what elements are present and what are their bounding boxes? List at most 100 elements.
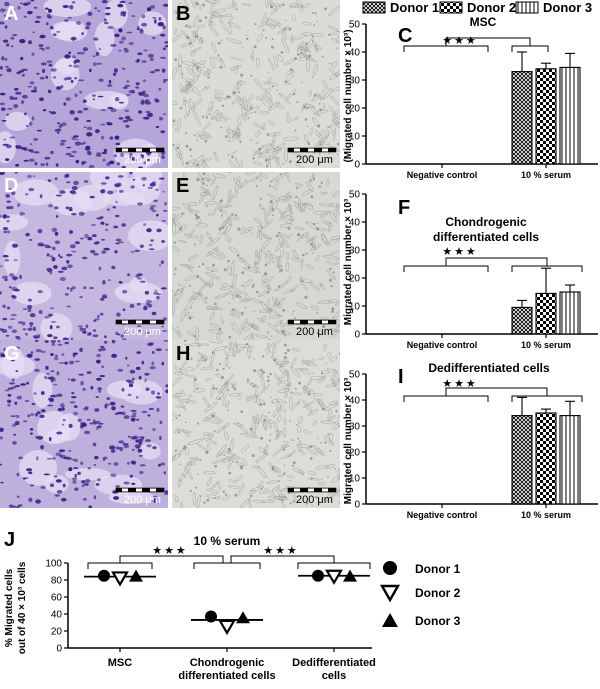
stained-cell xyxy=(48,204,54,208)
stained-cell xyxy=(139,470,144,475)
membrane-pore xyxy=(326,222,334,227)
membrane-pore xyxy=(230,259,235,277)
membrane-pore xyxy=(202,122,211,131)
membrane-speck xyxy=(318,152,321,155)
membrane-speck xyxy=(220,126,223,129)
stained-cell xyxy=(5,158,10,162)
stained-cell xyxy=(154,98,159,101)
stained-cell xyxy=(125,124,130,128)
stained-cell xyxy=(79,237,85,240)
stained-cell xyxy=(7,403,11,407)
stained-cell xyxy=(7,399,12,403)
stained-cell xyxy=(126,31,133,34)
membrane-speck xyxy=(328,62,331,65)
membrane-pore xyxy=(196,495,201,508)
membrane-pore xyxy=(222,495,231,501)
membrane-pore xyxy=(306,447,318,456)
membrane-pore xyxy=(298,56,309,62)
membrane-pore xyxy=(256,57,260,68)
membrane-pore xyxy=(190,98,203,110)
stained-cell xyxy=(157,22,164,27)
membrane-speck xyxy=(186,36,190,39)
stained-cell xyxy=(44,156,51,160)
membrane-pore xyxy=(261,219,274,230)
membrane-speck xyxy=(221,39,223,42)
membrane-pore xyxy=(224,431,229,441)
membrane-pore xyxy=(297,41,305,50)
membrane-pore xyxy=(282,370,289,378)
membrane-speck xyxy=(247,117,250,119)
membrane-pore xyxy=(241,458,248,466)
membrane-speck xyxy=(233,387,237,391)
stained-cell xyxy=(62,4,69,8)
stained-cell xyxy=(10,205,14,210)
membrane-pore xyxy=(174,389,184,399)
point-donor-1 xyxy=(312,569,324,582)
membrane-pore xyxy=(188,292,202,301)
stained-cell xyxy=(138,110,143,114)
membrane-pore xyxy=(332,190,340,198)
stained-cell xyxy=(71,286,76,290)
membrane-speck xyxy=(224,135,228,138)
membrane-pore xyxy=(231,322,242,335)
membrane-speck xyxy=(289,160,292,164)
stained-cell xyxy=(2,304,6,308)
membrane-speck xyxy=(261,226,264,229)
stained-cell xyxy=(111,353,117,358)
stained-cell xyxy=(36,411,41,415)
membrane-pore xyxy=(206,476,212,486)
membrane-speck xyxy=(172,290,174,292)
panel-j-significance-right: ★★★ xyxy=(263,545,299,557)
stained-cell xyxy=(7,230,11,234)
stained-cell xyxy=(83,141,86,145)
membrane-speck xyxy=(272,186,274,188)
stained-cell xyxy=(136,86,140,89)
membrane-speck xyxy=(199,459,202,462)
membrane-pore xyxy=(179,368,189,377)
membrane-pore xyxy=(184,313,194,319)
stained-cell xyxy=(149,57,154,62)
membrane-pore xyxy=(210,480,220,490)
stained-cell xyxy=(68,64,73,67)
membrane-pore xyxy=(228,237,233,244)
membrane-pore xyxy=(185,447,190,456)
stained-cell xyxy=(115,238,122,242)
membrane-pore xyxy=(208,24,219,37)
legend-label-donor-3: Donor 3 xyxy=(543,0,592,15)
stained-cell xyxy=(94,129,100,134)
membrane-speck xyxy=(214,302,217,306)
stained-cell xyxy=(27,304,33,310)
stained-cell xyxy=(10,358,15,362)
significance-bracket xyxy=(403,37,549,52)
stained-cell xyxy=(61,423,65,426)
membrane-pore xyxy=(188,41,193,49)
stained-cell xyxy=(92,334,99,338)
membrane-speck xyxy=(283,464,285,467)
membrane-speck xyxy=(223,454,225,456)
bar-donor-2 xyxy=(535,292,557,335)
point-donor-1 xyxy=(98,569,110,582)
stained-cell xyxy=(104,335,107,338)
membrane-pore xyxy=(267,57,275,71)
membrane-pore xyxy=(268,314,283,319)
membrane-pore xyxy=(244,395,253,400)
stained-cell xyxy=(90,249,96,254)
membrane-speck xyxy=(277,285,281,288)
membrane-pore xyxy=(205,417,221,425)
stained-cell xyxy=(159,56,167,59)
stained-cell xyxy=(59,256,63,259)
stained-cell xyxy=(113,496,120,500)
stained-cell xyxy=(16,506,20,508)
membrane-pore xyxy=(284,70,295,84)
bar-donor-1 xyxy=(511,415,533,505)
stained-cell xyxy=(10,313,17,317)
membrane-speck xyxy=(319,108,322,112)
stained-cell xyxy=(101,0,108,4)
membrane-pore xyxy=(180,263,195,269)
stained-cell xyxy=(141,176,147,181)
membrane-pore xyxy=(224,13,232,17)
stained-cell xyxy=(34,340,39,342)
membrane-pore xyxy=(262,233,268,239)
stained-cell xyxy=(64,456,70,460)
membrane-pore xyxy=(331,61,338,69)
